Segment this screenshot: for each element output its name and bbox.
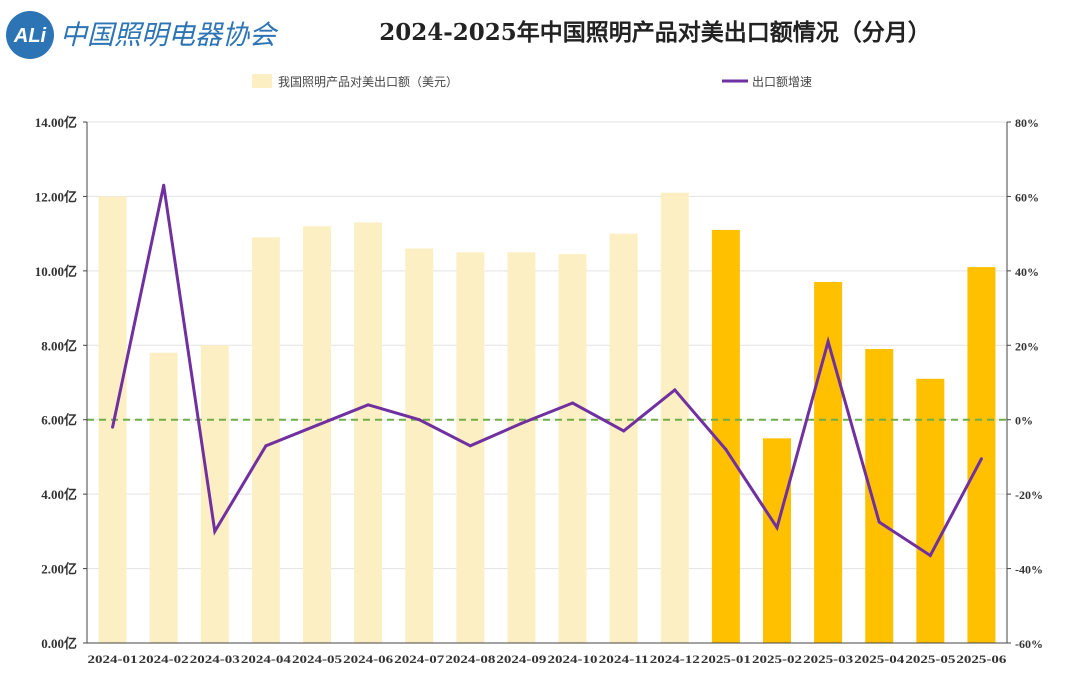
growth-point-2024-11 [622, 429, 626, 433]
y-right-tick-label: -40% [1015, 563, 1043, 577]
x-tick-label: 2024-06 [343, 652, 393, 666]
growth-point-2025-05 [928, 554, 932, 558]
bar-2025-06 [967, 267, 996, 643]
x-tick-label: 2024-11 [599, 652, 649, 666]
legend-swatch-export [252, 74, 272, 88]
growth-point-2024-04 [264, 444, 268, 448]
legend: 我国照明产品对美出口额（美元） 出口额增速 [252, 74, 812, 89]
y-left-tick-label: 2.00亿 [41, 562, 77, 577]
y-left-tick-label: 6.00亿 [41, 413, 77, 428]
x-tick-label: 2024-04 [241, 652, 291, 666]
x-tick-label: 2024-09 [496, 652, 546, 666]
bar-2024-10 [558, 254, 587, 643]
y-left-tick-label: 8.00亿 [41, 338, 77, 353]
bar-2024-03 [200, 345, 229, 643]
bar-2024-07 [405, 248, 434, 643]
chart-title: 2024-2025年中国照明产品对美出口额情况（分月） [379, 19, 931, 46]
growth-point-2025-02 [775, 526, 779, 530]
x-tick-label: 2024-12 [650, 652, 700, 666]
x-tick-label: 2025-01 [701, 652, 751, 666]
growth-point-2025-06 [979, 457, 983, 461]
bar-2024-11 [609, 233, 638, 643]
logo-mark: ALi [13, 25, 47, 47]
y-left-tick-label: 10.00亿 [35, 264, 77, 279]
growth-point-2024-12 [673, 388, 677, 392]
growth-point-2025-01 [724, 447, 728, 451]
y-right-tick-label: 40% [1015, 265, 1039, 279]
x-tick-label: 2024-01 [88, 652, 138, 666]
y-left-tick-label: 14.00亿 [35, 115, 77, 130]
y-right-tick-label: -60% [1015, 637, 1043, 651]
y-right-tick-label: 0% [1015, 414, 1033, 428]
bar-2024-05 [303, 226, 331, 643]
growth-point-2024-02 [162, 183, 166, 187]
y-right-tick-label: 80% [1015, 116, 1039, 130]
axes: 0.00亿 2.00亿 4.00亿 6.00亿 8.00亿 10.00亿 12.00亿 14.… [35, 115, 1043, 666]
x-tick-label: 2024-03 [190, 652, 240, 666]
y-right-tick-label: -20% [1015, 488, 1043, 502]
x-tick-label: 2025-02 [752, 652, 802, 666]
logo-circle-icon [6, 11, 54, 59]
growth-point-2024-01 [111, 425, 115, 429]
growth-line [111, 184, 983, 558]
x-tick-label: 2024-02 [139, 652, 189, 666]
y-left-tick-label: 12.00亿 [35, 189, 77, 204]
growth-point-2025-03 [826, 340, 830, 344]
line-series [111, 183, 983, 558]
logo-org-name: 中国照明电器协会 [60, 20, 279, 51]
logo: ALi 中国照明电器协会 [6, 11, 279, 59]
x-tick-label: 2025-03 [803, 652, 853, 666]
legend-label-export: 我国照明产品对美出口额（美元） [278, 75, 458, 89]
y-left-tick-label: 0.00亿 [41, 636, 77, 651]
growth-point-2024-06 [366, 403, 370, 407]
bar-2024-02 [149, 352, 178, 643]
x-tick-label: 2024-05 [292, 652, 342, 666]
growth-point-2024-03 [213, 529, 217, 533]
x-tick-label: 2025-05 [905, 652, 955, 666]
bar-2024-06 [354, 222, 383, 643]
x-tick-label: 2025-04 [854, 652, 904, 666]
bar-2024-09 [507, 252, 536, 643]
x-tick-label: 2024-07 [394, 652, 444, 666]
y-right-tick-label: 20% [1015, 339, 1039, 353]
growth-point-2024-08 [468, 444, 472, 448]
bar-2025-05 [916, 378, 945, 643]
growth-point-2024-05 [315, 423, 319, 427]
y-left-tick-label: 4.00亿 [41, 487, 77, 502]
y-right-tick-label: 60% [1015, 190, 1039, 204]
bar-2025-02 [763, 438, 791, 643]
x-tick-label: 2024-10 [548, 652, 598, 666]
bar-2024-08 [456, 252, 485, 643]
bar-2025-04 [865, 349, 894, 643]
legend-label-growth: 出口额增速 [752, 75, 812, 89]
growth-point-2024-07 [417, 418, 421, 422]
growth-point-2024-10 [571, 401, 575, 405]
growth-point-2024-09 [519, 421, 523, 425]
bar-2024-04 [251, 237, 280, 643]
x-tick-label: 2025-06 [956, 652, 1006, 666]
growth-point-2025-04 [877, 520, 881, 524]
bar-2024-12 [660, 192, 689, 643]
bar-series [98, 192, 996, 643]
x-tick-label: 2024-08 [445, 652, 495, 666]
